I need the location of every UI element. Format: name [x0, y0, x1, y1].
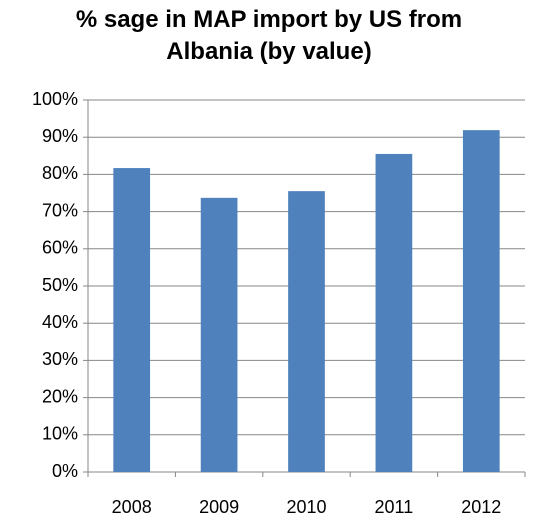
- y-tick-label: 60%: [42, 238, 78, 258]
- x-tick-label: 2009: [199, 497, 239, 517]
- bar: [288, 191, 325, 472]
- x-tick-label: 2010: [286, 497, 326, 517]
- y-tick-label: 80%: [42, 163, 78, 183]
- y-tick-label: 0%: [52, 461, 78, 481]
- chart-title: % sage in MAP import by US from Albania …: [75, 6, 463, 65]
- y-tick-label: 100%: [32, 89, 78, 109]
- y-tick-label: 30%: [42, 349, 78, 369]
- bar: [462, 130, 500, 472]
- x-tick-label: 2012: [461, 497, 501, 517]
- y-tick-label: 90%: [42, 126, 78, 146]
- y-tick-label: 50%: [42, 275, 78, 295]
- bar: [200, 197, 238, 472]
- x-tick-label: 2008: [112, 497, 152, 517]
- x-tick-label: 2011: [375, 497, 414, 517]
- bar: [375, 153, 413, 472]
- y-tick-label: 70%: [42, 200, 78, 220]
- y-tick-label: 40%: [42, 312, 78, 332]
- bar: [113, 168, 151, 473]
- y-tick-label: 20%: [42, 386, 78, 406]
- y-tick-label: 10%: [42, 424, 78, 444]
